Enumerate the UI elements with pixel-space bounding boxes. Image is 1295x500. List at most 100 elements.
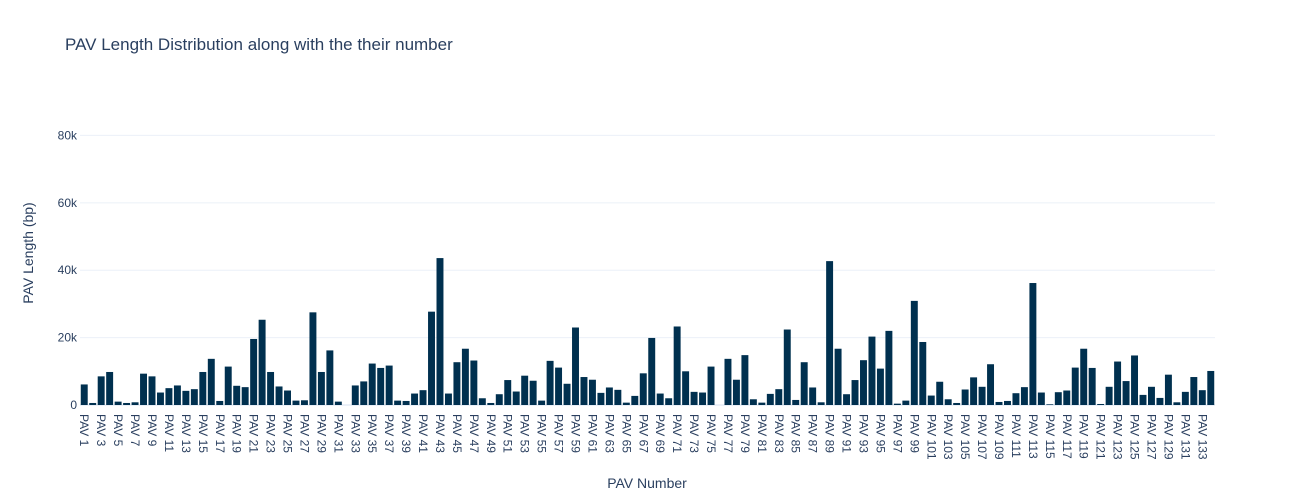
bar[interactable] [1173,402,1181,405]
bar[interactable] [953,402,961,405]
bar[interactable] [1080,348,1088,405]
bar[interactable] [394,400,402,405]
bar[interactable] [453,362,461,405]
bar[interactable] [1004,400,1011,405]
bar[interactable] [1207,370,1215,405]
bar[interactable] [749,399,757,405]
bar[interactable] [792,399,800,405]
bar[interactable] [572,327,579,406]
bar[interactable] [207,358,215,405]
bar[interactable] [885,330,893,405]
bar[interactable] [411,393,419,405]
bar[interactable] [673,326,681,405]
bar[interactable] [114,401,122,405]
bars-group[interactable] [80,258,1215,406]
bar[interactable] [1122,381,1130,405]
bar[interactable] [639,373,647,405]
bar[interactable] [1114,361,1122,405]
bar[interactable] [131,402,139,405]
bar[interactable] [233,385,241,405]
bar[interactable] [148,376,156,405]
bar[interactable] [156,392,164,405]
bar[interactable] [631,395,639,405]
bar[interactable] [834,348,842,405]
bar[interactable] [436,258,444,405]
bar[interactable] [123,402,131,405]
bar[interactable] [1105,386,1113,405]
bar[interactable] [419,390,427,405]
bar[interactable] [182,390,190,405]
bar[interactable] [1054,392,1062,405]
bar[interactable] [919,341,927,405]
bar[interactable] [1131,355,1139,405]
bar[interactable] [1063,390,1071,405]
bar[interactable] [902,400,910,405]
bar[interactable] [512,391,520,405]
bar[interactable] [876,368,884,405]
bar[interactable] [444,393,452,405]
bar[interactable] [1071,367,1079,405]
bar[interactable] [665,398,673,405]
bar[interactable] [995,401,1003,405]
bar[interactable] [614,389,622,405]
bar[interactable] [970,377,978,405]
bar[interactable] [927,395,935,405]
bar[interactable] [893,403,901,405]
bar[interactable] [106,371,114,405]
bar[interactable] [707,366,715,405]
bar[interactable] [868,336,876,405]
bar[interactable] [843,394,851,405]
bar[interactable] [351,385,359,405]
bar[interactable] [800,362,808,405]
bar[interactable] [826,261,834,405]
bar[interactable] [470,360,478,405]
bar[interactable] [648,337,656,405]
bar[interactable] [173,385,181,405]
bar[interactable] [402,400,410,405]
bar[interactable] [529,380,537,405]
bar[interactable] [699,392,707,405]
bar[interactable] [360,381,368,405]
bar[interactable] [563,383,571,405]
bar[interactable] [538,400,546,405]
bar[interactable] [944,399,952,405]
bar[interactable] [1020,387,1028,405]
bar[interactable] [292,400,300,405]
bar[interactable] [224,366,232,405]
bar[interactable] [775,389,783,405]
bar[interactable] [690,391,698,405]
bar[interactable] [546,360,554,405]
bar[interactable] [487,402,495,405]
bar[interactable] [368,363,376,405]
bar[interactable] [250,338,258,405]
bar[interactable] [428,311,435,405]
bar[interactable] [910,300,918,405]
bar[interactable] [724,358,732,405]
bar[interactable] [732,379,740,405]
bar[interactable] [597,392,605,405]
bar[interactable] [758,402,766,405]
bar[interactable] [588,379,596,405]
bar[interactable] [656,393,664,405]
bar[interactable] [80,384,88,405]
bar[interactable] [495,394,503,405]
bar[interactable] [783,329,791,405]
bar[interactable] [377,367,385,405]
bar[interactable] [1164,374,1172,405]
bar[interactable] [1198,390,1206,405]
bar[interactable] [190,389,198,405]
bar[interactable] [851,380,859,405]
bar[interactable] [809,387,817,405]
bar[interactable] [766,393,774,405]
bar[interactable] [622,402,630,405]
bar[interactable] [936,381,944,405]
bar[interactable] [504,380,512,405]
bar[interactable] [1139,394,1147,405]
bar[interactable] [521,375,529,405]
bar[interactable] [97,376,105,405]
bar[interactable] [987,364,995,405]
bar[interactable] [961,389,969,406]
bar[interactable] [1148,386,1155,405]
bar[interactable] [1012,393,1020,405]
bar[interactable] [605,387,613,405]
